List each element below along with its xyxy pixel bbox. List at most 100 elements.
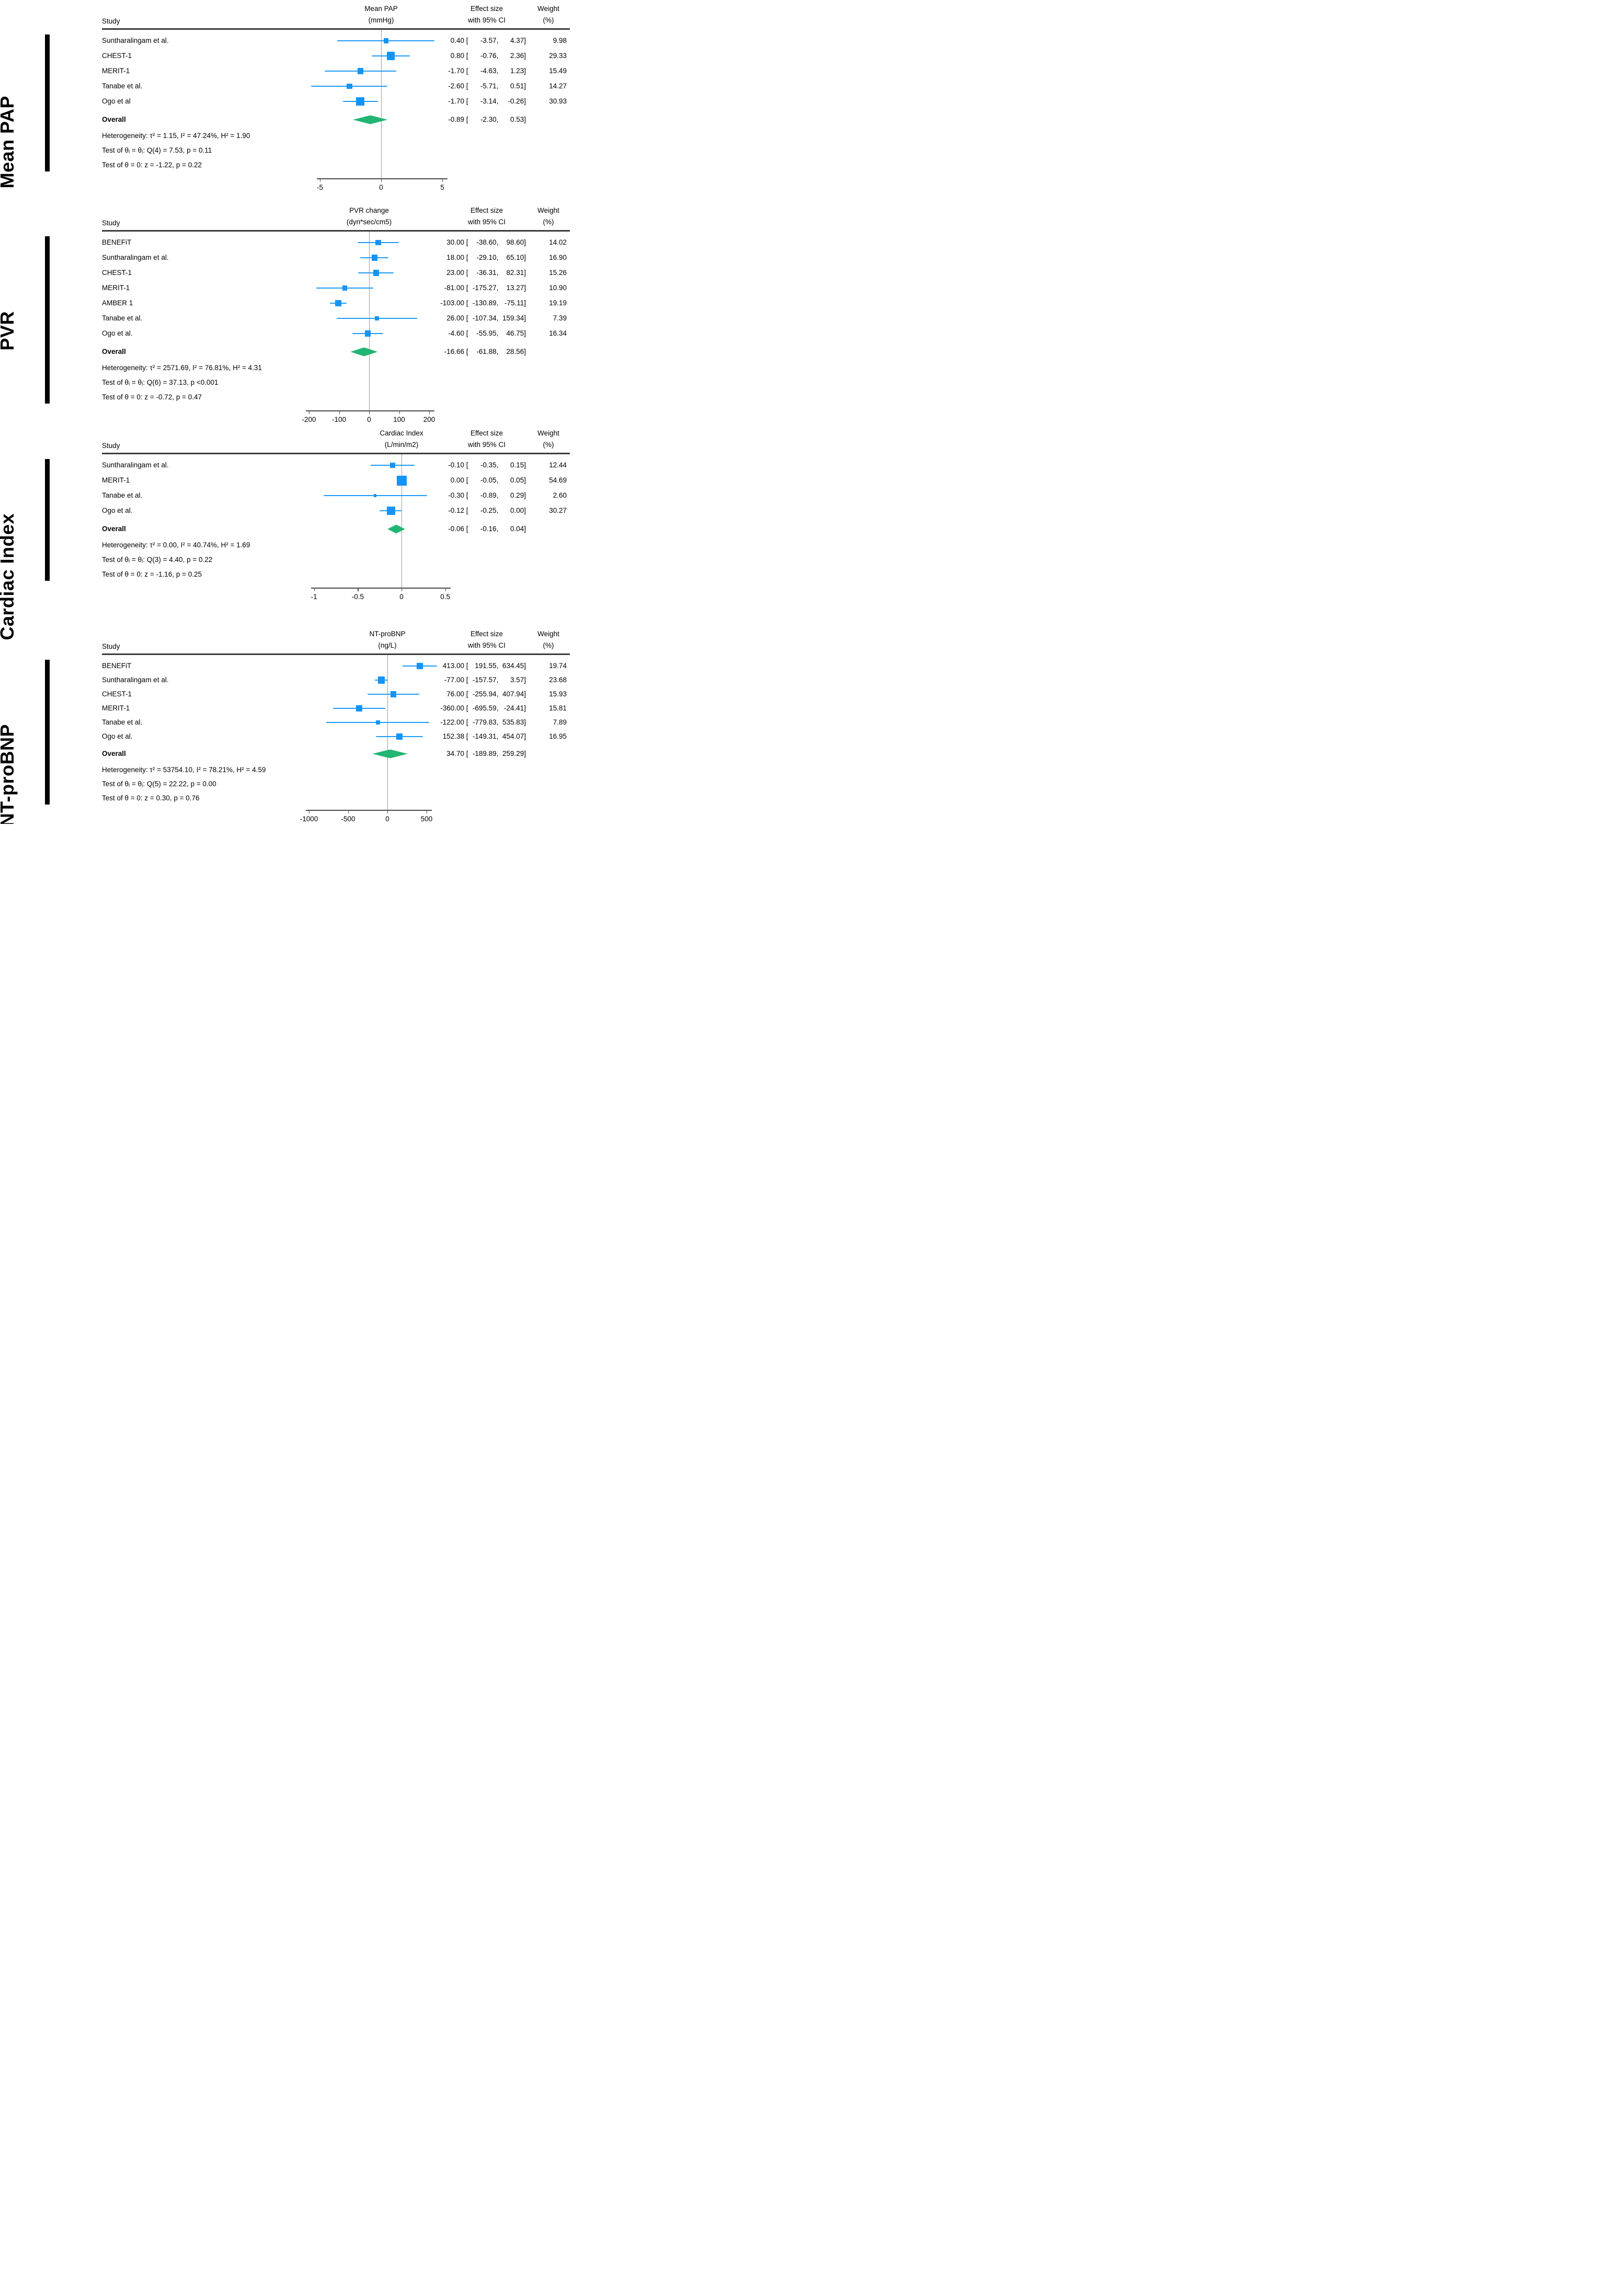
ci-lower: -175.27 (472, 284, 497, 292)
weight-value: 16.95 (549, 732, 567, 740)
effect-marker (371, 255, 378, 261)
ci-separator: , (496, 476, 501, 484)
weight-value: 29.33 (549, 52, 567, 60)
ci-lower: -255.94 (472, 690, 497, 698)
ci-upper: 0.05 (510, 476, 524, 484)
axis-tick (381, 178, 382, 182)
study-name: CHEST-1 (102, 269, 132, 277)
header-rule (102, 28, 570, 30)
axis-tick-label: 0 (399, 593, 404, 601)
ci-close-bracket: ] (524, 52, 526, 60)
ci-lower: -157.57 (472, 676, 497, 684)
heterogeneity-line: Heterogeneity: τ² = 1.15, I² = 47.24%, H… (102, 132, 250, 140)
overall-label: Overall (102, 348, 126, 355)
axis-tick-label: 0 (367, 416, 371, 423)
section-label: PVR (0, 311, 18, 351)
section-bar (45, 459, 50, 581)
ci-close-bracket: ] (524, 461, 526, 469)
effect-ci-value: 18.00 [ -29.10, 65.10] (432, 253, 526, 262)
axis-tick (339, 410, 340, 414)
ci-lower: -149.31 (472, 732, 497, 740)
overall-diamond (372, 749, 408, 759)
test-z-line: Test of θ = 0: z = 0.30, p = 0.76 (102, 794, 200, 802)
study-name: CHEST-1 (102, 690, 132, 698)
effect-marker (387, 52, 395, 60)
effect-column-header: Effect size with 95% CI (467, 206, 506, 226)
axis-tick (387, 810, 388, 813)
test-theta-line: Test of θᵢ = θⱼ: Q(5) = 22.22, p = 0.00 (102, 780, 216, 788)
ci-close-bracket: ] (524, 732, 526, 740)
ci-open-bracket: [ (464, 690, 471, 698)
ci-upper: 98.60 (506, 238, 524, 246)
forest-plot-figure: Mean PAP Study Mean PAP (mmHg) Effect size … (0, 0, 573, 824)
effect-ci-value: -0.12 [ -0.25, 0.00] (432, 506, 526, 515)
ci-upper: 1.23 (510, 67, 524, 75)
ci-lower: -0.35 (480, 461, 497, 469)
ci-upper: -24.41 (503, 704, 524, 712)
ci-open-bracket: [ (464, 732, 471, 740)
effect-marker (390, 691, 397, 697)
ci-open-bracket: [ (464, 718, 471, 726)
ci-open-bracket: [ (464, 37, 471, 44)
effect-estimate: 30.00 (446, 238, 464, 246)
ci-lower: -0.05 (480, 476, 497, 484)
study-name: Tanabe et al. (102, 82, 143, 90)
forest-panel-mean-pap: Mean PAP Study Mean PAP (mmHg) Effect size … (0, 0, 573, 202)
ci-open-bracket: [ (464, 704, 471, 712)
effect-column-header: Effect size with 95% CI (467, 5, 506, 24)
ci-close-bracket: ] (524, 37, 526, 44)
weight-value: 54.69 (549, 476, 567, 484)
ci-separator: , (496, 704, 501, 712)
ci-open-bracket: [ (464, 750, 471, 757)
axis-tick (429, 410, 430, 414)
ci-separator: , (496, 662, 501, 670)
ci-upper: -0.26 (508, 97, 524, 105)
effect-estimate: -103.00 (440, 299, 464, 307)
ci-upper: 0.53 (510, 116, 524, 123)
effect-marker (356, 705, 362, 711)
test-theta-line: Test of θᵢ = θⱼ: Q(3) = 4.40, p = 0.22 (102, 556, 213, 564)
ci-close-bracket: ] (524, 690, 526, 698)
weight-value: 15.81 (549, 704, 567, 712)
ci-separator: , (496, 329, 501, 337)
effect-ci-value: -1.70 [ -4.63, 1.23] (432, 66, 526, 76)
effect-estimate: -4.60 (448, 329, 464, 337)
ci-open-bracket: [ (464, 329, 471, 337)
effect-column-header: Effect size with 95% CI (467, 429, 506, 449)
overall-label: Overall (102, 525, 126, 533)
ci-upper: 13.27 (506, 284, 524, 292)
effect-ci-value: 0.00 [ -0.05, 0.05] (432, 476, 526, 485)
ci-lower: -0.25 (480, 507, 497, 514)
ci-upper: 4.37 (510, 37, 524, 44)
ci-close-bracket: ] (524, 662, 526, 670)
ci-close-bracket: ] (524, 284, 526, 292)
axis-tick-label: 0 (385, 815, 389, 823)
ci-close-bracket: ] (524, 238, 526, 246)
effect-ci-value: 152.38 [ -149.31, 454.07] (432, 732, 526, 741)
effect-estimate: -16.66 (444, 348, 464, 355)
zero-reference-line (381, 30, 382, 178)
ci-upper: 0.51 (510, 82, 524, 90)
ci-upper: 535.83 (502, 718, 524, 726)
ci-close-bracket: ] (524, 750, 526, 757)
ci-lower: -695.59 (472, 704, 497, 712)
axis-tick-label: -0.5 (351, 593, 364, 601)
effect-estimate: 23.00 (446, 269, 464, 277)
ci-open-bracket: [ (464, 269, 471, 277)
ci-upper: 2.36 (510, 52, 524, 60)
effect-estimate: 0.00 (450, 476, 464, 484)
ci-open-bracket: [ (464, 507, 471, 514)
ci-lower: -779.83 (472, 718, 497, 726)
axis-tick-label: 0.5 (440, 593, 451, 601)
zero-reference-line (369, 232, 370, 410)
weight-value: 23.68 (549, 676, 567, 684)
effect-ci-value: -103.00 [ -130.89, -75.11] (432, 299, 526, 308)
study-name: Tanabe et al. (102, 314, 143, 322)
effect-estimate: 34.70 (446, 750, 464, 757)
ci-close-bracket: ] (524, 476, 526, 484)
ci-lower: -0.76 (480, 52, 497, 60)
ci-open-bracket: [ (464, 97, 471, 105)
test-z-line: Test of θ = 0: z = -1.16, p = 0.25 (102, 570, 202, 578)
study-name: BENEFiT (102, 238, 132, 246)
ci-lower: -2.30 (480, 116, 497, 123)
